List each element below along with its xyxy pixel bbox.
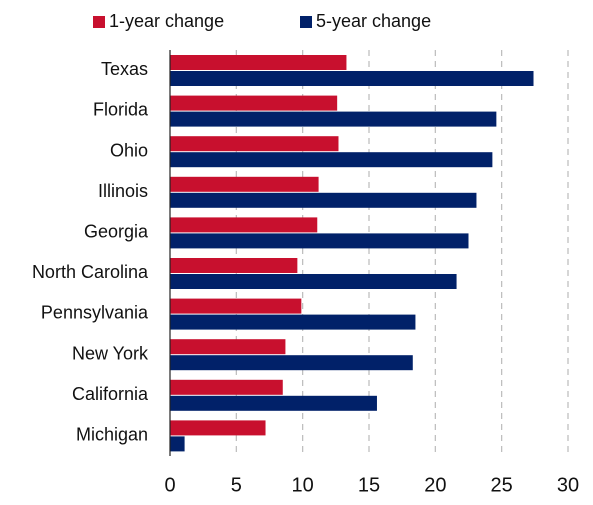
x-tick-label: 15: [358, 474, 380, 496]
y-tick-label: California: [72, 384, 149, 404]
bar: [170, 55, 347, 70]
bar: [170, 379, 283, 395]
bar: [170, 395, 377, 411]
legend-label: 5-year change: [316, 11, 431, 31]
x-tick-label: 20: [424, 474, 446, 496]
bar: [170, 217, 318, 233]
bar: [170, 192, 477, 208]
y-tick-label: North Carolina: [32, 262, 149, 282]
bar: [170, 233, 469, 249]
bar: [170, 420, 266, 436]
bar: [170, 258, 298, 273]
x-tick-label: 30: [557, 474, 579, 496]
y-tick-label: Michigan: [76, 424, 148, 444]
bar: [170, 71, 534, 86]
y-tick-label: Texas: [101, 59, 148, 79]
bar: [170, 136, 339, 152]
y-tick-label: Florida: [93, 100, 149, 120]
legend-swatch: [93, 16, 105, 28]
x-tick-label: 0: [164, 474, 175, 496]
bar: [170, 355, 413, 371]
bar: [170, 274, 457, 289]
y-tick-label: Pennsylvania: [41, 303, 149, 323]
bar: [170, 436, 185, 452]
bar: [170, 95, 338, 111]
x-tick-label: 25: [491, 474, 513, 496]
bar: [170, 339, 286, 355]
bar: [170, 152, 493, 168]
x-tick-label: 10: [292, 474, 314, 496]
bar: [170, 298, 302, 314]
x-tick-label: 5: [231, 474, 242, 496]
legend-swatch: [300, 16, 312, 28]
bar: [170, 314, 416, 330]
y-tick-label: Illinois: [98, 181, 148, 201]
y-tick-label: New York: [72, 343, 149, 363]
bar: [170, 111, 497, 127]
y-tick-label: Georgia: [84, 221, 149, 241]
legend-label: 1-year change: [109, 11, 224, 31]
bar: [170, 176, 319, 192]
y-tick-label: Ohio: [110, 140, 148, 160]
